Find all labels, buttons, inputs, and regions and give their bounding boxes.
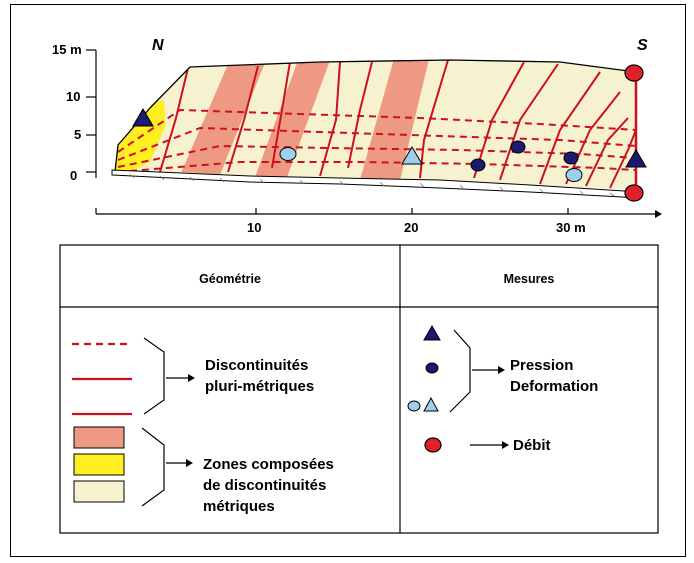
zones-label-line1: Zones composées: [203, 456, 334, 473]
cross-section: 15 m 10 5 0 N S: [52, 37, 662, 235]
y-tick-label-5: 5: [74, 127, 81, 142]
pressure-bracket: [449, 329, 471, 413]
red-circle-marker: [624, 184, 644, 202]
light-blue-circle-icon: [407, 400, 421, 412]
x-axis-arrow-icon: [655, 210, 662, 218]
navy-triangle-icon: [423, 324, 441, 341]
section-markers: [132, 64, 647, 202]
salmon-zone-band: [178, 60, 268, 180]
light-blue-triangle-icon: [423, 396, 439, 412]
discontinuity-line: [227, 65, 259, 173]
arrow-right-icon: [498, 366, 505, 374]
navy-circle-icon: [425, 362, 439, 374]
x-tick-label-10: 10: [247, 220, 261, 235]
discontinuities-label-line2: pluri-métriques: [205, 378, 314, 395]
navy-circle-marker: [470, 158, 486, 172]
south-label: S: [637, 37, 648, 54]
discontinuity-line: [473, 61, 525, 179]
navy-triangle-marker: [132, 108, 154, 127]
discontinuity-line: [609, 129, 636, 189]
zones-bracket: [141, 427, 165, 507]
light-blue-circle-marker: [279, 147, 297, 161]
north-label: N: [152, 37, 164, 54]
navy-circle-marker: [510, 140, 526, 154]
ground-hatching: [129, 173, 615, 197]
x-tick-label-30: 30 m: [556, 220, 586, 235]
yellow-zone-swatch: [73, 453, 125, 476]
y-tick-label-10: 10: [66, 89, 80, 104]
discontinuity-line: [585, 117, 629, 187]
x-tick-label-20: 20: [404, 220, 418, 235]
pressure-label-line1: Pression: [510, 357, 573, 374]
navy-circle-marker: [563, 151, 579, 165]
red-circle-marker: [624, 64, 644, 82]
discontinuity-line: [565, 91, 621, 185]
legend-box: [59, 244, 659, 534]
discontinuity-line: [159, 67, 189, 173]
solid-discontinuities: [159, 60, 636, 189]
discontinuities-bracket: [143, 337, 165, 415]
legend-table: Géométrie Mesures Discontinuités pluri-m…: [59, 244, 659, 534]
red-circle-icon: [424, 437, 442, 453]
dashed-line: [117, 126, 636, 161]
measures-header: Mesures: [504, 272, 555, 286]
y-tick-label-0: 0: [70, 168, 77, 183]
zones-label-line2: de discontinuités: [203, 477, 326, 494]
discontinuity-line: [347, 61, 373, 169]
section-top-outline: [114, 59, 637, 173]
arrow-right-icon: [188, 374, 195, 382]
figure-frame: [10, 4, 686, 557]
flow-label: Débit: [513, 437, 551, 454]
arrow-right-icon: [186, 459, 193, 467]
discontinuity-line: [271, 61, 291, 169]
cream-zone-swatch: [73, 480, 125, 503]
arrow-right-icon: [502, 441, 509, 449]
salmon-zone-band: [254, 60, 332, 180]
discontinuity-line: [539, 71, 601, 185]
y-tick-label-15: 15 m: [52, 42, 82, 57]
pressure-label-line2: Deformation: [510, 378, 598, 395]
discontinuity-line: [419, 60, 449, 179]
dashed-line: [117, 144, 636, 168]
light-blue-circle-marker: [565, 168, 583, 182]
navy-triangle-marker: [625, 149, 647, 168]
dashed-line: [117, 108, 636, 153]
discontinuity-line: [499, 63, 559, 181]
yellow-zone: [115, 100, 166, 172]
geometry-header: Géométrie: [199, 272, 261, 286]
discontinuities-label-line1: Discontinuités: [205, 357, 308, 374]
zones-label-line3: métriques: [203, 498, 275, 515]
salmon-zone-swatch: [73, 426, 125, 449]
discontinuity-line: [319, 61, 341, 177]
light-blue-triangle-marker: [401, 146, 423, 165]
